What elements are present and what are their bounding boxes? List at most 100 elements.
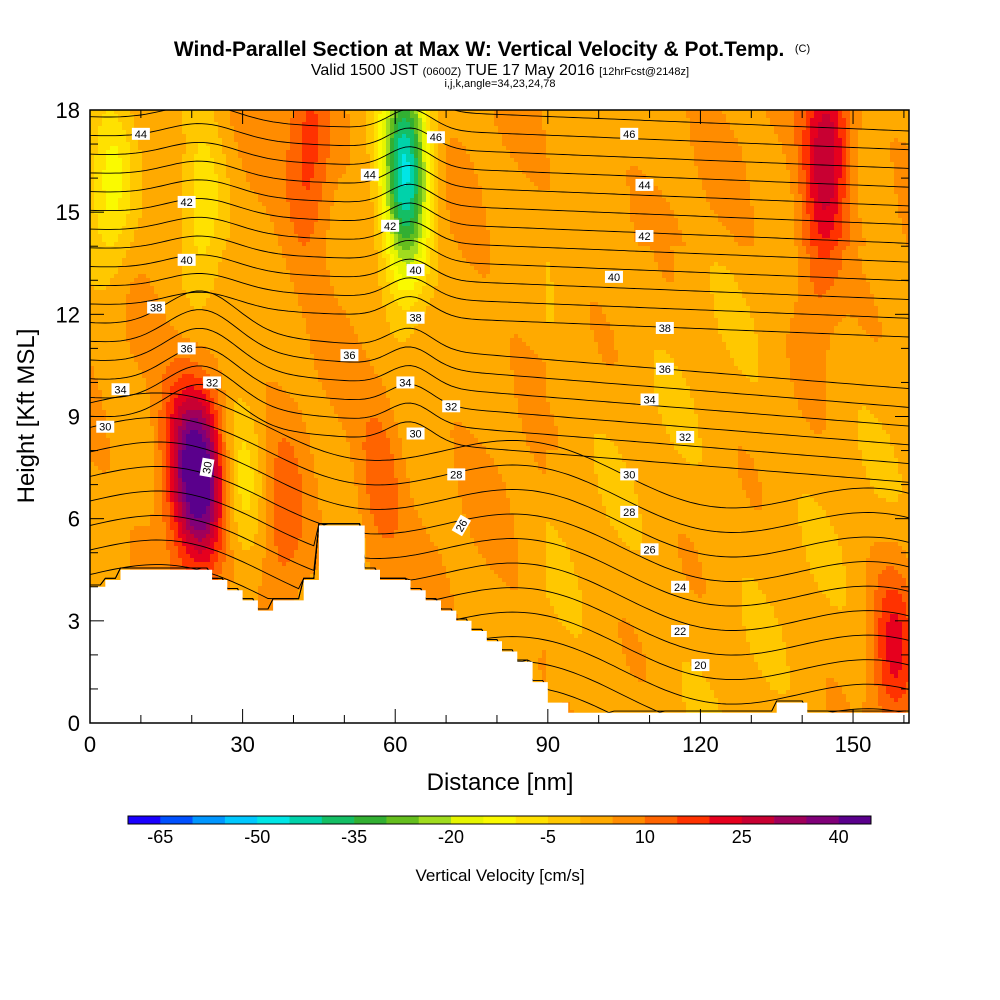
w-cell [558,146,563,151]
w-cell [470,194,475,199]
w-cell [490,190,495,195]
w-cell [554,166,559,171]
w-cell [682,114,687,119]
w-cell [766,154,771,159]
w-cell [354,118,359,123]
w-cell [586,142,591,147]
w-cell [546,182,551,187]
w-cell [226,122,231,127]
w-cell [766,138,771,143]
w-cell [474,162,479,167]
w-cell [362,202,367,207]
w-cell [286,154,291,159]
w-cell [166,166,171,171]
w-cell [142,170,147,175]
w-cell [882,150,887,155]
w-cell [398,194,403,199]
w-cell [402,158,407,163]
w-cell [586,154,591,159]
w-cell [598,190,603,195]
w-cell [98,150,103,155]
w-cell [734,190,739,195]
w-cell [270,154,275,159]
w-cell [298,138,303,143]
w-cell [514,182,519,187]
w-cell [842,110,847,115]
w-cell [722,158,727,163]
w-cell [874,198,879,203]
w-cell [790,162,795,167]
w-cell [130,118,135,123]
w-cell [486,110,491,115]
w-cell [438,190,443,195]
w-cell [558,158,563,163]
w-cell [642,110,647,115]
w-cell [378,118,383,123]
w-cell [218,174,223,179]
w-cell [898,118,903,123]
w-cell [350,158,355,163]
w-cell [194,122,199,127]
w-cell [110,198,115,203]
w-cell [546,162,551,167]
w-cell [846,118,851,123]
w-cell [534,174,539,179]
w-cell [354,134,359,139]
w-cell [890,170,895,175]
w-cell [750,202,755,207]
w-cell [278,190,283,195]
w-cell [710,146,715,151]
w-cell [650,138,655,143]
w-cell [430,174,435,179]
w-cell [662,142,667,147]
w-cell [526,166,531,171]
w-cell [310,174,315,179]
w-cell [574,170,579,175]
w-cell [410,110,415,115]
w-cell [502,166,507,171]
w-cell [226,206,231,211]
w-cell [702,202,707,207]
w-cell [282,154,287,159]
w-cell [658,142,663,147]
w-cell [478,190,483,195]
w-cell [322,114,327,119]
w-cell [846,114,851,119]
w-cell [322,150,327,155]
w-cell [698,178,703,183]
w-cell [394,166,399,171]
w-cell [126,166,131,171]
w-cell [590,202,595,207]
w-cell [194,162,199,167]
w-cell [310,182,315,187]
w-cell [770,118,775,123]
w-cell [314,126,319,131]
w-cell [130,178,135,183]
w-cell [178,170,183,175]
w-cell [738,186,743,191]
w-cell [90,162,95,167]
w-cell [838,142,843,147]
w-cell [658,158,663,163]
w-cell [410,198,415,203]
w-cell [830,114,835,119]
w-cell [562,110,567,115]
w-cell [238,114,243,119]
w-cell [610,134,615,139]
w-cell [286,138,291,143]
w-cell [802,198,807,203]
w-cell [758,110,763,115]
w-cell [358,138,363,143]
w-cell [862,118,867,123]
w-cell [566,202,571,207]
w-cell [658,122,663,127]
w-cell [290,114,295,119]
w-cell [94,174,99,179]
w-cell [770,138,775,143]
w-cell [698,142,703,147]
w-cell [330,170,335,175]
w-cell [658,134,663,139]
w-cell [790,166,795,171]
w-cell [518,198,523,203]
w-cell [146,194,151,199]
